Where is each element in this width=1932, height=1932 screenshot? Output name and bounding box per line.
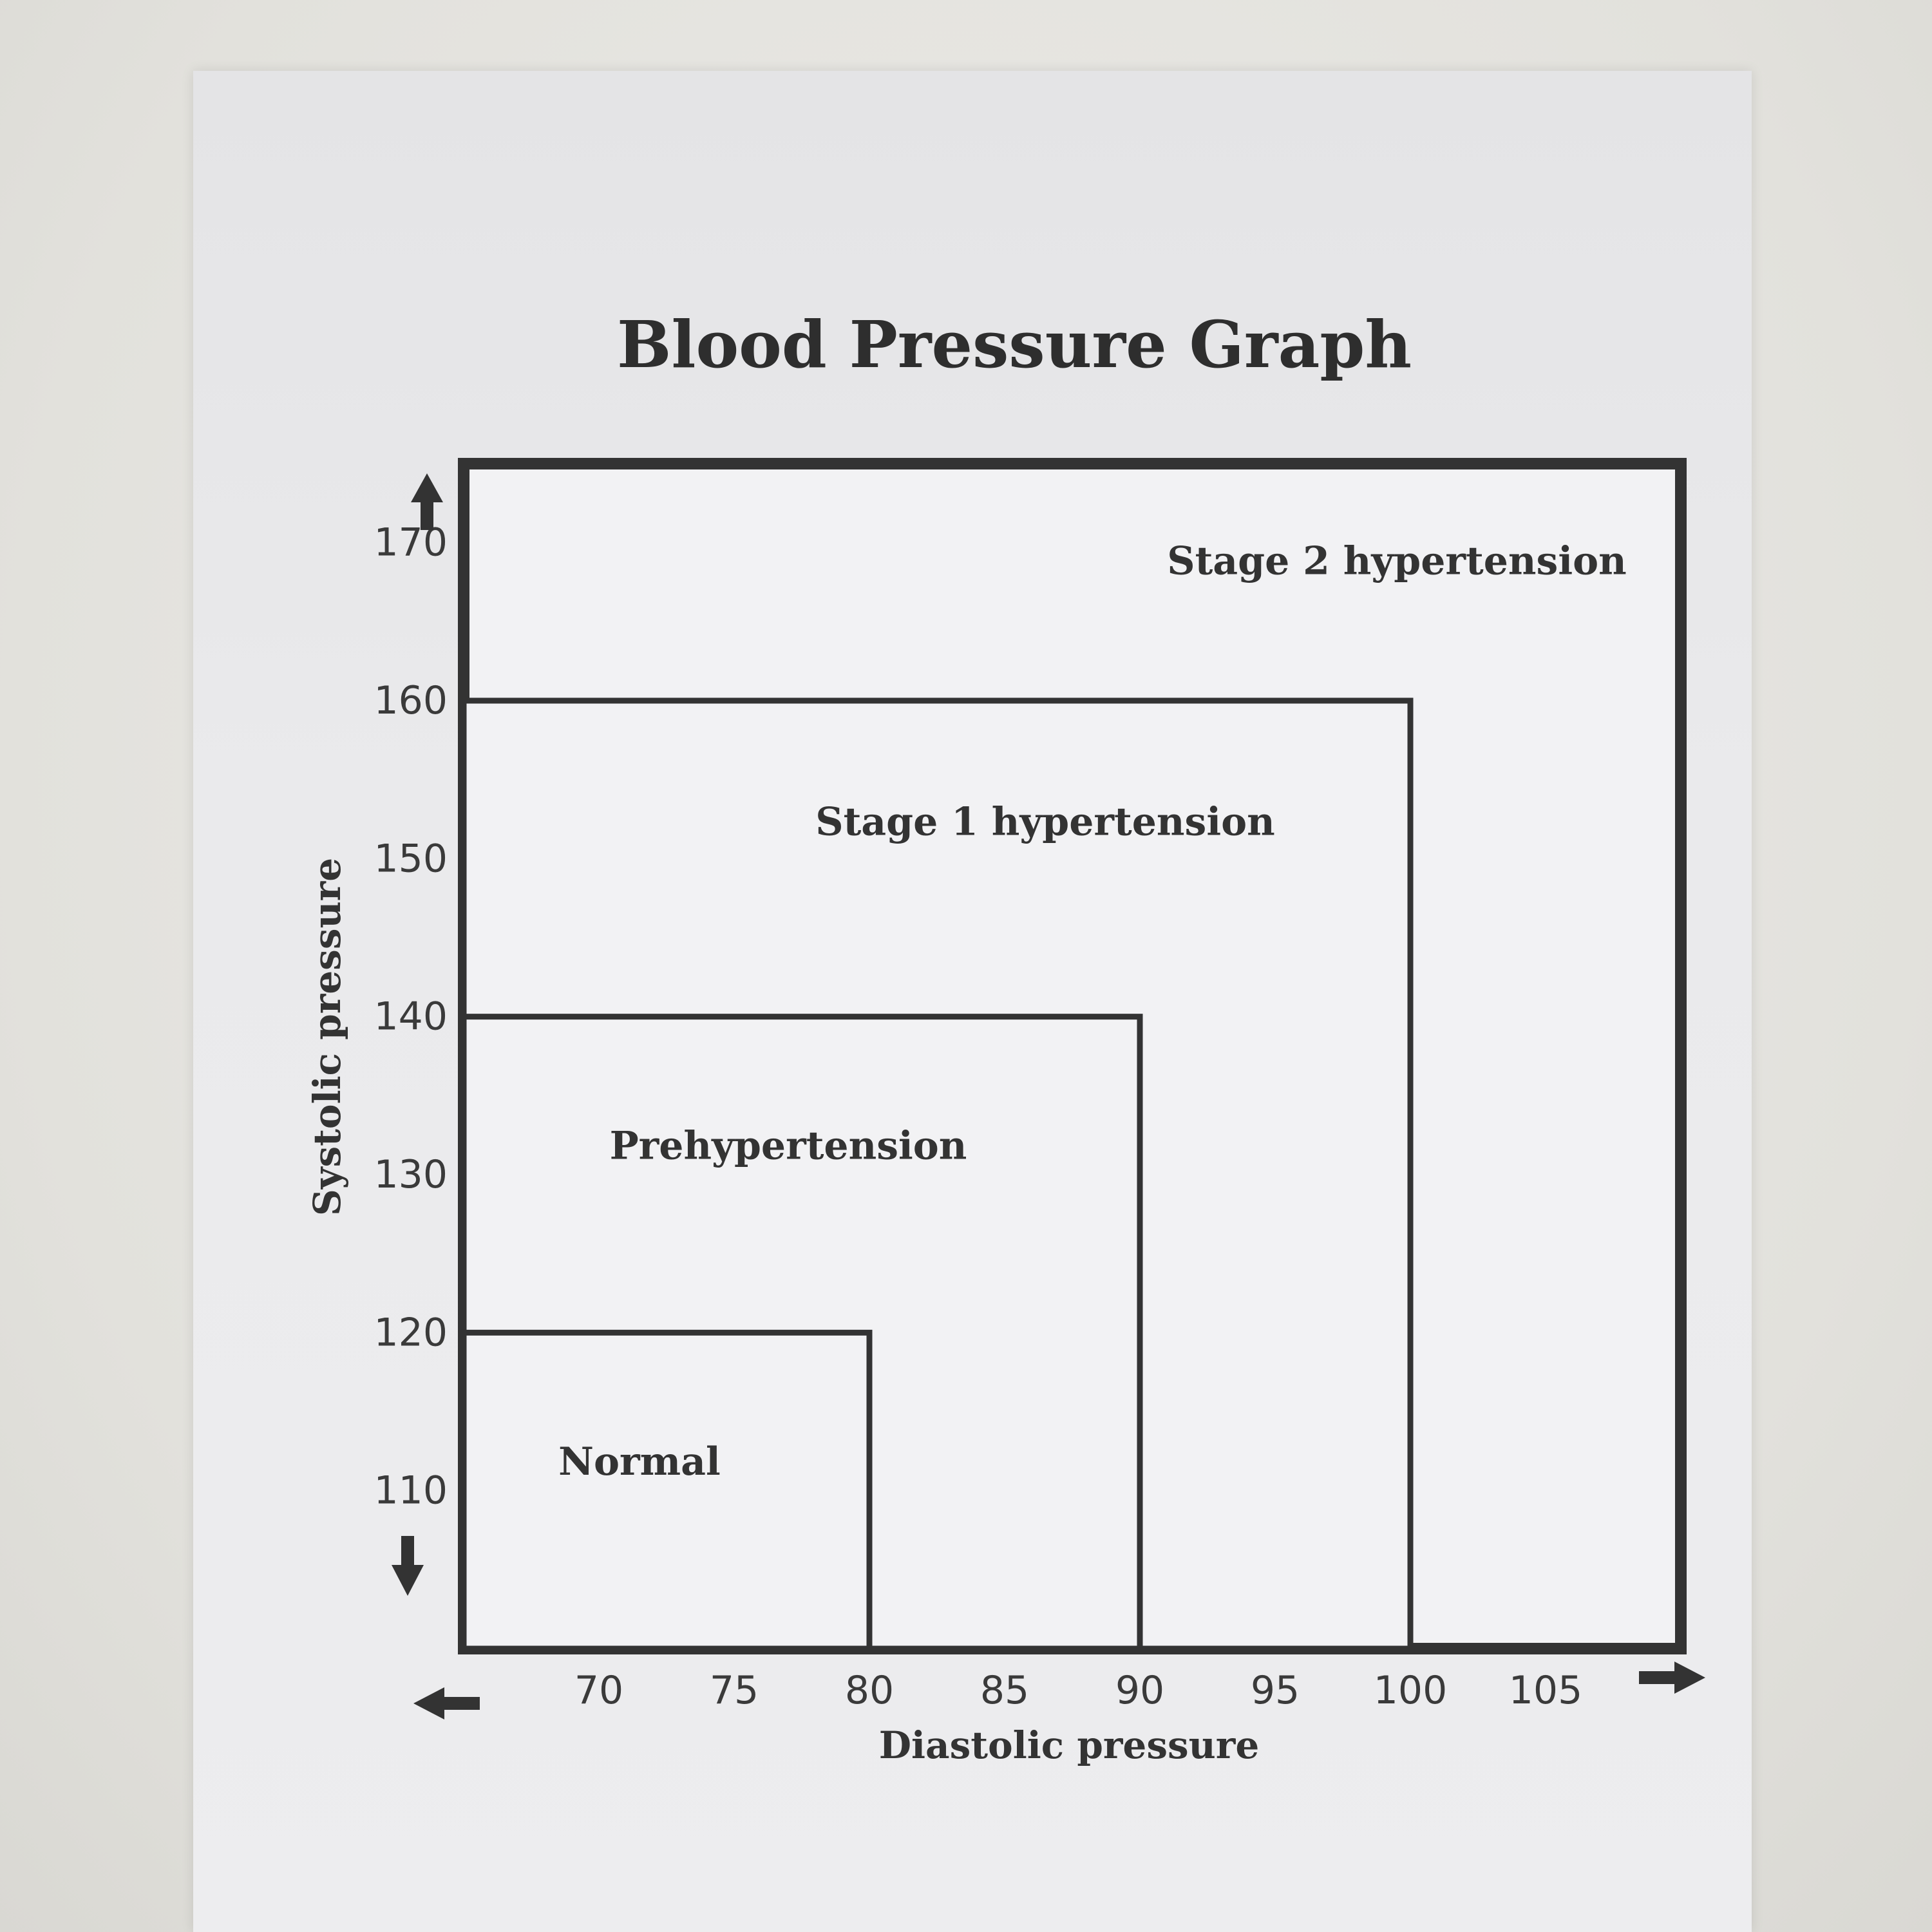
right-arrow-icon	[1639, 1662, 1705, 1694]
x-tick-label: 70	[574, 1668, 623, 1713]
y-tick-label: 140	[374, 994, 448, 1039]
y-tick-group: 110 120 130 140 150 160 170	[374, 520, 448, 1513]
zone-group	[458, 458, 1687, 1654]
zone-label-prehypertension: Prehypertension	[610, 1123, 967, 1168]
zone-label-stage-2-hypertension: Stage 2 hypertension	[1167, 539, 1627, 584]
x-tick-label: 80	[845, 1668, 894, 1713]
y-tick-label: 120	[374, 1310, 448, 1355]
x-tick-label: 90	[1115, 1668, 1164, 1713]
zone-label-normal: Normal	[558, 1439, 721, 1484]
down-arrow-icon	[392, 1536, 424, 1596]
y-tick-label: 160	[374, 678, 448, 723]
y-tick-label: 110	[374, 1468, 448, 1513]
zone-label-stage-1-hypertension: Stage 1 hypertension	[815, 800, 1275, 845]
chart-title: Blood Pressure Graph	[617, 307, 1412, 383]
zone-normal	[460, 1329, 873, 1652]
y-tick-label: 170	[374, 520, 448, 565]
x-tick-label: 105	[1509, 1668, 1583, 1713]
y-tick-label: 150	[374, 836, 448, 881]
x-tick-label: 85	[980, 1668, 1029, 1713]
y-axis-label: Systolic pressure	[305, 858, 349, 1216]
x-tick-label: 100	[1374, 1668, 1448, 1713]
y-tick-label: 130	[374, 1152, 448, 1197]
x-tick-label: 95	[1251, 1668, 1300, 1713]
x-axis-label: Diastolic pressure	[879, 1723, 1260, 1767]
x-tick-label: 75	[710, 1668, 759, 1713]
left-arrow-icon	[413, 1687, 480, 1719]
x-tick-group: 70 75 80 85 90 95 100 105	[574, 1668, 1582, 1713]
up-arrow-icon	[411, 473, 443, 530]
zone-label-group: Stage 2 hypertension Stage 1 hypertension…	[558, 539, 1627, 1484]
